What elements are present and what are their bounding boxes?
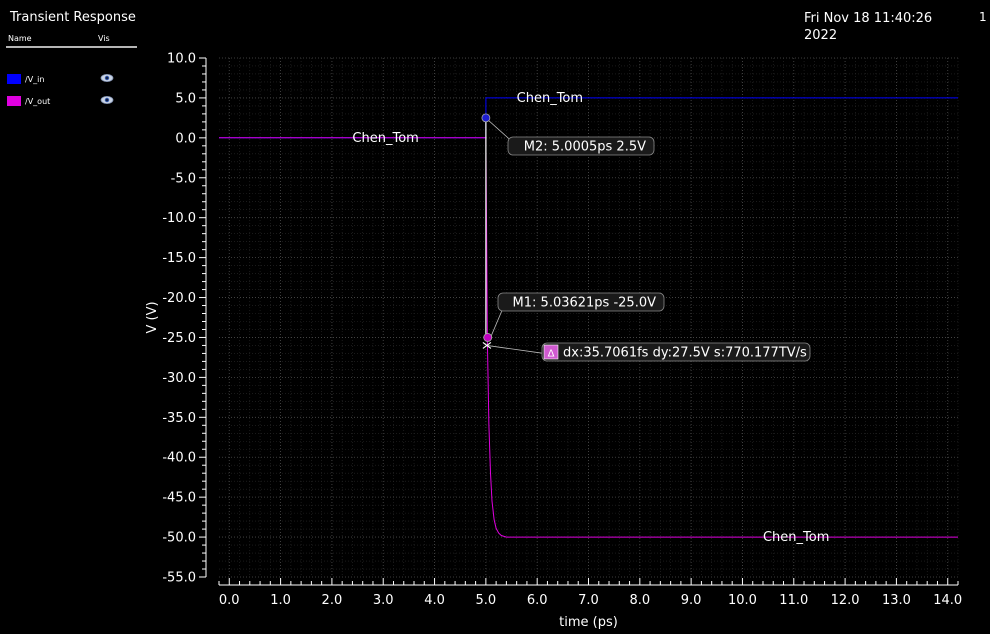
marker-m2-label: M2: 5.0005ps 2.5V (524, 140, 646, 155)
x-tick-label: 0.0 (219, 593, 240, 608)
marker-m1-label: M1: 5.03621ps -25.0V (513, 296, 657, 311)
y-axis-label: V (V) (145, 301, 160, 333)
legend-item-label: /V_in (25, 75, 45, 84)
series-label: Chen_Tom (517, 91, 583, 106)
y-tick-label: -40.0 (162, 451, 196, 466)
y-tick-label: 0.0 (175, 131, 196, 146)
y-tick-label: -25.0 (162, 331, 196, 346)
y-tick-label: -30.0 (162, 371, 196, 386)
y-tick-label: -50.0 (162, 531, 196, 546)
y-tick-label: -55.0 (162, 571, 196, 586)
x-tick-label: 5.0 (476, 593, 497, 608)
x-tick-label: 6.0 (527, 593, 548, 608)
marker-box[interactable] (497, 292, 665, 312)
x-tick-label: 4.0 (424, 593, 445, 608)
x-tick-label: 13.0 (882, 593, 911, 608)
series-label: Chen_Tom (763, 530, 829, 545)
y-tick-label: 10.0 (167, 52, 196, 67)
legend-swatch (7, 74, 21, 84)
y-tick-label: -35.0 (162, 411, 196, 426)
marker-point[interactable] (483, 333, 493, 342)
eye-icon[interactable] (100, 94, 114, 108)
x-tick-label: 12.0 (831, 593, 860, 608)
x-tick-label: 8.0 (629, 593, 650, 608)
y-tick-label: -45.0 (162, 491, 196, 506)
delta-symbol: Δ (548, 349, 555, 360)
x-tick-label: 1.0 (270, 593, 291, 608)
legend-header: Name Vis (6, 33, 137, 48)
x-axis-label: time (ps) (559, 615, 618, 630)
legend-swatch (7, 96, 21, 106)
marker-box[interactable] (507, 136, 655, 156)
eye-icon[interactable] (100, 72, 114, 86)
x-tick-label: 7.0 (578, 593, 599, 608)
legend-column-vis: Vis (98, 34, 110, 43)
page-number: 1 (979, 10, 987, 24)
delta-point[interactable] (482, 341, 492, 349)
marker-point[interactable] (481, 113, 491, 123)
series-label: Chen_Tom (352, 131, 418, 146)
x-tick-label: 2.0 (322, 593, 343, 608)
legend-column-name: Name (8, 34, 32, 43)
x-tick-label: 10.0 (728, 593, 757, 608)
x-tick-label: 3.0 (373, 593, 394, 608)
timestamp: Fri Nov 18 11:40:26 2022 (804, 11, 933, 43)
delta-leader (486, 345, 545, 354)
y-tick-label: 5.0 (175, 91, 196, 106)
delta-box[interactable] (541, 342, 811, 362)
x-tick-label: 9.0 (681, 593, 702, 608)
y-tick-label: -15.0 (162, 251, 196, 266)
y-tick-label: -20.0 (162, 291, 196, 306)
chart-window-title: Transient Response (10, 10, 136, 25)
x-tick-label: 14.0 (933, 593, 962, 608)
delta-label: dx:35.7061fs dy:27.5V s:770.177TV/s (563, 346, 807, 361)
y-tick-label: -5.0 (171, 171, 196, 186)
delta-icon (543, 344, 559, 360)
legend-item-label: /V_out (25, 97, 51, 106)
y-tick-label: -10.0 (162, 211, 196, 226)
x-tick-label: 11.0 (779, 593, 808, 608)
